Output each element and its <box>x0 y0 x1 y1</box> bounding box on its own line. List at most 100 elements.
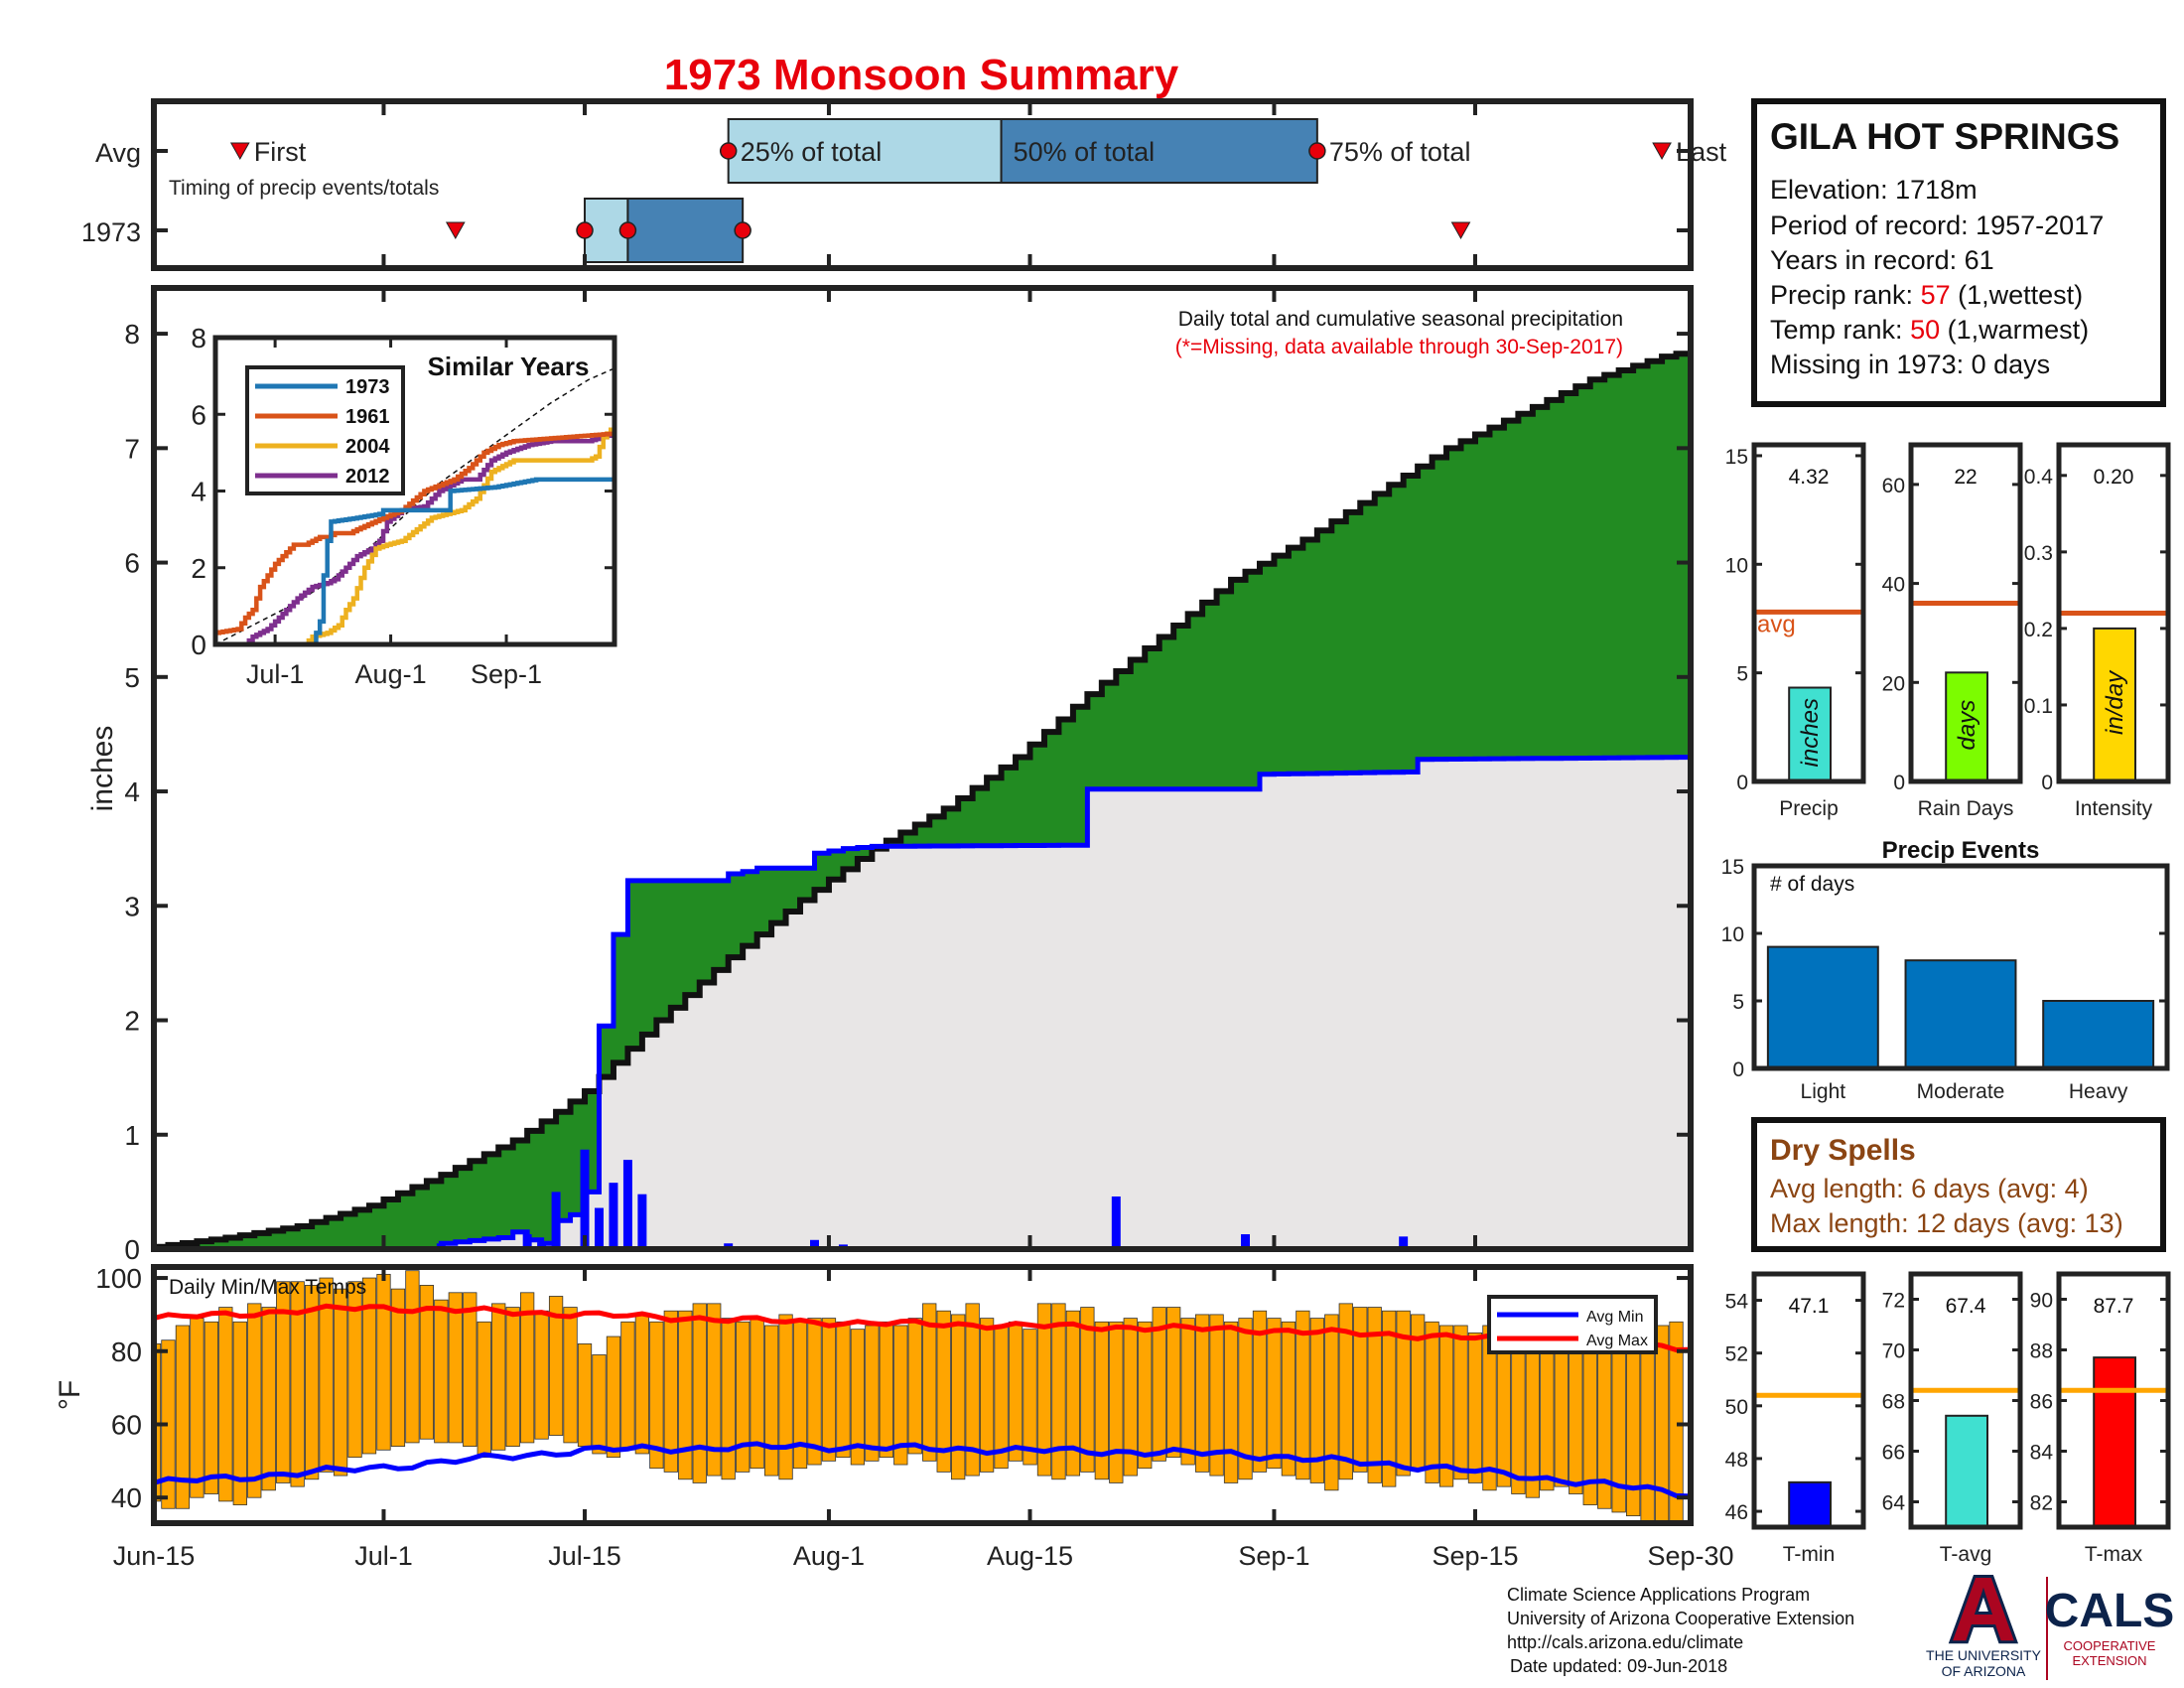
stat-y-tick-label: 64 <box>1882 1492 1906 1515</box>
temps-legend-box <box>1487 1295 1658 1354</box>
event-category-label: Moderate <box>1917 1080 2005 1103</box>
temp-y-tick-label: 100 <box>95 1263 142 1294</box>
ua-logo: A THE UNIVERSITY OF ARIZONA <box>1926 1556 2042 1679</box>
precip-panel: 0 1 2 3 4 5 6 7 8 inches Daily total and cumulat… <box>86 285 1694 1265</box>
event-category-label: Light <box>1801 1080 1846 1103</box>
stat-y-tick-label: 5 <box>1736 663 1748 686</box>
stat-y-tick-label: 52 <box>1725 1343 1748 1366</box>
temp-range-bar <box>1223 1321 1239 1483</box>
temp-range-bar <box>1338 1303 1353 1480</box>
temp-range-bar <box>663 1310 678 1473</box>
temp-y-tick-label: 60 <box>111 1409 142 1440</box>
station-precip-rank: Precip rank: 57 (1,wettest) <box>1770 280 2083 310</box>
temp-range-bar <box>1525 1329 1540 1498</box>
x-tick-label: Aug-1 <box>793 1541 865 1571</box>
temp-range-bar <box>1467 1332 1483 1483</box>
stat-y-tick-label: 0.4 <box>2024 466 2054 489</box>
precip-event-bars <box>1766 945 2155 1070</box>
stat-y-tick-label: 48 <box>1725 1449 1748 1472</box>
temp-range-bar <box>1267 1318 1282 1470</box>
legend-avg-min: Avg Min <box>1586 1309 1644 1326</box>
daily-precip-bar <box>637 1194 647 1249</box>
temp-range-bar <box>1109 1321 1124 1483</box>
inset-y-tick-label: 6 <box>191 399 206 430</box>
temps-ylabel: °F <box>54 1380 86 1410</box>
y-tick-label: 5 <box>124 662 140 693</box>
temp-range-bar <box>1238 1318 1253 1480</box>
avg-line-label: avg <box>1757 611 1796 637</box>
event-bar-Light <box>1766 945 1879 1069</box>
footer-line2: University of Arizona Cooperative Extens… <box>1507 1609 1854 1628</box>
temp-range-bar <box>649 1321 664 1470</box>
ua-logo-mark: A <box>1951 1559 2016 1660</box>
stat-value-label: 4.32 <box>1789 466 1830 489</box>
cals-logo: CALS COOPERATIVE EXTENSION <box>2045 1585 2175 1668</box>
event-y-tick-label: 10 <box>1721 923 1744 946</box>
first-label: First <box>254 137 307 167</box>
temp-range-bar <box>707 1303 722 1477</box>
daily-precip-bar <box>595 1207 604 1249</box>
temp-range-bar <box>247 1303 262 1498</box>
inset-series-2004 <box>215 425 614 644</box>
percentile-dot-marker <box>719 142 738 160</box>
temp-range-bar <box>965 1303 980 1477</box>
stat-y-tick-label: 50 <box>1725 1396 1748 1419</box>
temp-range-bar <box>634 1314 650 1455</box>
avg-max-line <box>154 1303 1691 1353</box>
stat-y-tick-label: 0.3 <box>2024 542 2053 565</box>
y-tick-label: 7 <box>124 433 140 464</box>
stat-y-tick-label: 40 <box>1882 574 1905 597</box>
temps-panel: Jun-15 Jul-1 Jul-15 Aug-1 Aug-15 Sep-1 Sep-15 S… <box>54 101 1734 1571</box>
temps-axes-frame <box>151 1264 1694 1526</box>
temp-range-bar <box>419 1285 435 1440</box>
temp-range-bar <box>994 1325 1009 1470</box>
stat-unit-label: inches <box>1797 698 1824 767</box>
p50-label: 50% of total <box>1014 137 1156 167</box>
stat-value-label: 0.20 <box>2094 466 2134 489</box>
temp-stats-panels: 46 48 50 52 54 47.1 T-min 64 66 68 70 72 67.4 T-avg 82… <box>1725 1271 2171 1566</box>
dry-spells-title: Dry Spells <box>1770 1134 1916 1167</box>
station-years: Years in record: 61 <box>1770 245 1994 275</box>
dry-spells-avg: Avg length: 6 days (avg: 4) <box>1770 1174 2089 1203</box>
stat-value-label: 47.1 <box>1789 1295 1830 1318</box>
footer: Climate Science Applications Program Uni… <box>1507 1585 1854 1676</box>
x-tick-label: Jul-15 <box>548 1541 621 1571</box>
temp-range-bar <box>290 1281 305 1487</box>
stat-y-tick-label: 68 <box>1882 1391 1905 1414</box>
temp-y-tick-label: 80 <box>111 1336 142 1367</box>
temp-y-tick-label: 40 <box>111 1482 142 1513</box>
precip-events-panel: Precip Events 0 5 10 15 Light Moderate Heavy #… <box>1721 837 2170 1103</box>
temp-range-bar <box>1138 1321 1153 1470</box>
inset-y-tick-label: 2 <box>191 553 206 584</box>
avg-25-50-box <box>727 118 1003 184</box>
temp-range-bar <box>1152 1307 1166 1462</box>
temp-range-bar <box>534 1310 549 1440</box>
footer-line4: Date updated: 09-Jun-2018 <box>1510 1656 1727 1676</box>
avg-min-line <box>154 1441 1691 1499</box>
cals-logo-sub2: EXTENSION <box>2072 1653 2146 1668</box>
last-label: Last <box>1676 137 1727 167</box>
event-y-tick-label: 15 <box>1721 856 1744 879</box>
stat-y-tick-label: 0.1 <box>2024 695 2053 718</box>
y-tick-label: 4 <box>124 776 140 807</box>
temp-range-bar <box>1309 1318 1324 1483</box>
year-cumulative-area <box>154 757 1691 1249</box>
stat-unit-label: days <box>1954 700 1980 751</box>
temp-range-bar <box>333 1288 348 1477</box>
event-category-label: Heavy <box>2069 1080 2128 1103</box>
stat-value-label: 67.4 <box>1946 1295 1986 1318</box>
stat-bar-Precip <box>1788 686 1832 782</box>
stat-y-tick-label: 88 <box>2030 1340 2053 1363</box>
stat-y-tick-label: 66 <box>1882 1442 1905 1465</box>
temp-range-bar <box>491 1303 506 1451</box>
temp-range-bar <box>606 1336 621 1459</box>
stat-y-tick-label: 90 <box>2030 1290 2053 1313</box>
stat-axes-frame <box>1751 1271 1866 1530</box>
temp-range-bar <box>979 1318 995 1473</box>
temp-range-bar <box>907 1318 922 1455</box>
y-tick-label: 2 <box>124 1006 140 1037</box>
daily-precip-bar <box>609 1183 618 1249</box>
temp-range-bar <box>721 1318 736 1480</box>
inset-legend-label: 1961 <box>345 406 390 428</box>
